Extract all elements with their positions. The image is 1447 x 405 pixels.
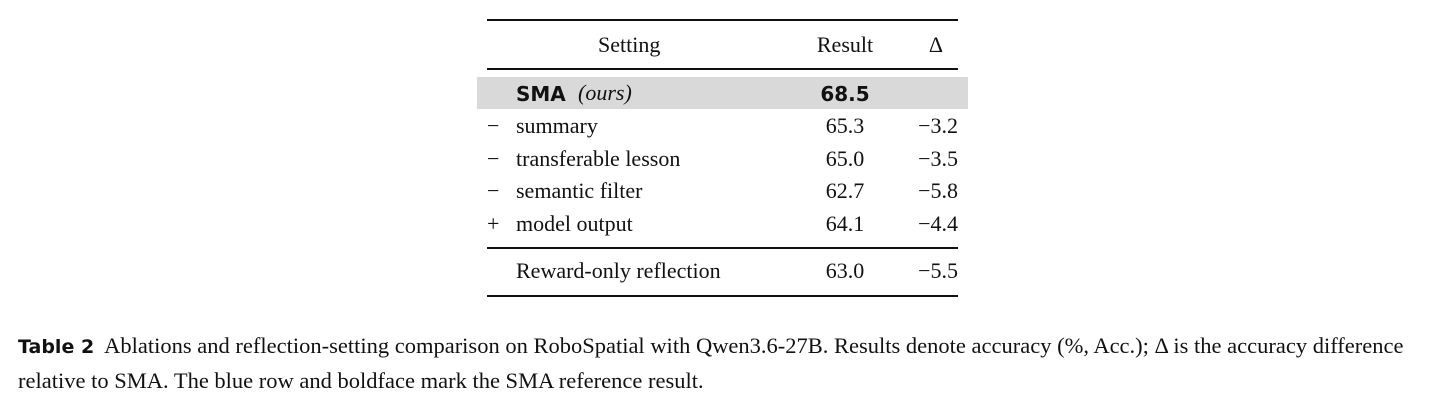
delta: −5.8 [918,178,958,203]
result: 68.5 [820,82,870,106]
mid-rule [487,247,958,249]
setting: model output [516,210,633,236]
delta: −3.2 [918,113,958,138]
setting: semantic filter [516,178,643,203]
result: 65.3 [825,113,865,138]
result: 64.1 [825,210,865,236]
setting: Reward-only reflection [516,258,721,283]
row-op: − [487,113,500,138]
highlight-band [477,77,968,109]
setting: transferable lesson [516,145,681,171]
delta: −5.5 [918,258,958,283]
delta: −3.5 [918,145,958,171]
caption-label: Table 2 [18,336,95,358]
row-op: − [487,145,500,171]
row-op: + [487,210,500,236]
delta: −4.4 [918,210,958,236]
top-rule [487,19,958,21]
header-cell: Result [816,32,874,57]
mid-rule [487,68,958,70]
caption: Table 2 Ablations and reflection-setting … [18,329,1438,397]
caption-text: Ablations and reflection-setting compari… [18,333,1404,393]
result: 65.0 [825,145,865,171]
result: 63.0 [825,258,865,283]
setting-name: SMA [516,82,566,106]
row-op: − [487,178,500,203]
bottom-rule [487,295,958,297]
setting-note: (ours) [578,80,632,105]
header-cell: Δ [928,32,943,57]
header-cell: Setting [598,32,661,57]
result: 62.7 [825,178,865,203]
setting: summary [516,113,598,138]
